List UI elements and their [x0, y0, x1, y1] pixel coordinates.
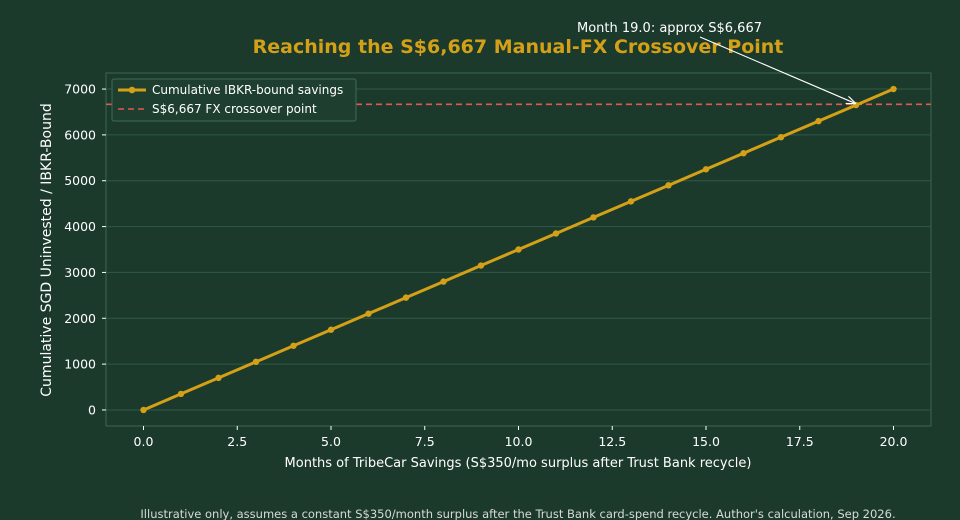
y-tick-label: 6000: [64, 127, 96, 142]
legend-marker-series: [128, 86, 136, 94]
data-point: [327, 326, 335, 333]
data-point: [665, 182, 672, 189]
annotation-text: Month 19.0: approx S$6,667: [577, 21, 762, 36]
legend: Cumulative IBKR-bound savings S$6,667 FX…: [111, 78, 357, 122]
x-tick-label: 7.5: [415, 434, 435, 449]
x-tick-label: 15.0: [692, 434, 720, 449]
data-point: [890, 85, 897, 93]
series-group: [140, 85, 897, 414]
data-point: [590, 214, 597, 221]
data-point: [365, 310, 372, 317]
data-point: [777, 133, 785, 141]
legend-label-series: Cumulative IBKR-bound savings: [152, 83, 343, 97]
x-tick-label: 2.5: [227, 434, 247, 449]
data-point: [740, 150, 747, 157]
chart-title: Reaching the S$6,667 Manual-FX Crossover…: [253, 36, 784, 58]
y-tick-label: 5000: [64, 173, 96, 188]
y-axis-ticks: 0 1000 2000 3000 4000 5000 6000 7000: [64, 82, 106, 417]
annotation-arrow: [699, 36, 855, 103]
y-tick-label: 1000: [64, 357, 96, 372]
data-point: [627, 198, 635, 205]
data-point: [815, 117, 822, 125]
x-tick-label: 5.0: [321, 434, 341, 449]
x-tick-label: 0.0: [134, 434, 154, 449]
y-tick-label: 2000: [64, 311, 96, 326]
data-point: [515, 246, 522, 253]
y-axis-label: Cumulative SGD Uninvested / IBKR-Bound: [39, 103, 55, 396]
data-point: [290, 342, 297, 349]
x-tick-label: 17.5: [786, 434, 814, 449]
y-tick-label: 7000: [64, 82, 96, 97]
data-point: [252, 358, 260, 366]
data-point: [177, 390, 185, 398]
plot-area: Month 19.0: approx S$6,667: [105, 21, 932, 427]
y-tick-label: 0: [88, 402, 96, 417]
x-axis-ticks: 0.0 2.5 5.0 7.5 10.0 12.5 15.0 17.5 20.0: [134, 426, 908, 449]
data-point: [140, 406, 147, 414]
y-tick-label: 3000: [64, 265, 96, 280]
y-tick-label: 4000: [64, 219, 96, 234]
legend-box: [111, 78, 357, 122]
data-point: [477, 262, 485, 269]
x-tick-label: 20.0: [880, 434, 908, 449]
data-point: [440, 278, 447, 285]
x-tick-label: 12.5: [598, 434, 626, 449]
footnote: Illustrative only, assumes a constant S$…: [140, 507, 895, 520]
x-tick-label: 10.0: [505, 434, 533, 449]
data-point: [215, 374, 222, 382]
data-point: [702, 166, 710, 173]
data-point: [402, 294, 410, 301]
annotation-group: Month 19.0: approx S$6,667: [577, 21, 855, 103]
legend-label-reference: S$6,667 FX crossover point: [152, 102, 317, 116]
x-axis-label: Months of TribeCar Savings (S$350/mo sur…: [285, 456, 752, 471]
data-point: [552, 230, 560, 237]
